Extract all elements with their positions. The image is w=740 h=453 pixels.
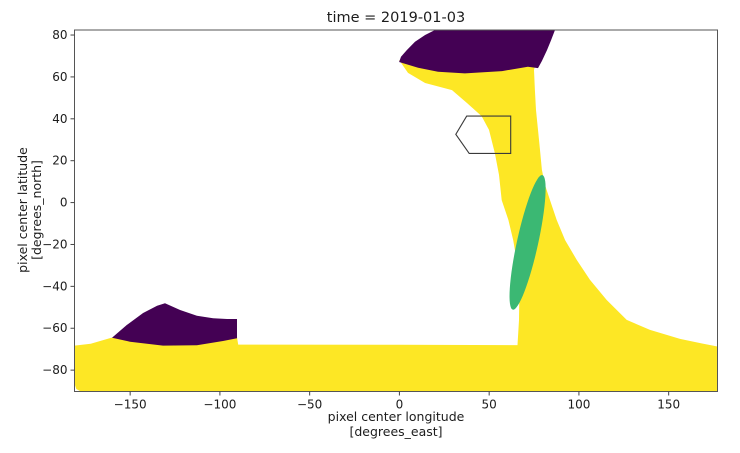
y-tick-label: −60: [42, 321, 67, 335]
x-tick-label: 50: [482, 398, 497, 412]
plot-title: time = 2019-01-03: [327, 10, 465, 26]
pentagon-outline: [455, 115, 512, 154]
y-tick-label: 20: [52, 154, 67, 168]
x-axis-ticks: −150 −100 −50 0 50 100 150: [114, 391, 680, 412]
y-axis-ticks: 80 60 40 20 0 −20 −40 −60 −80: [42, 28, 75, 377]
x-tick-label: −50: [297, 398, 322, 412]
region-meridional-yellow-band: [399, 60, 718, 392]
region-north-purple-cap: [399, 30, 555, 74]
x-tick-label: 0: [396, 398, 404, 412]
axes-frame: [74, 29, 718, 392]
x-tick-label: 100: [567, 398, 590, 412]
x-tick-label: −100: [203, 398, 236, 412]
y-axis-label: pixel center latitude [degrees_north]: [15, 147, 44, 273]
y-tick-label: −80: [42, 363, 67, 377]
y-tick-label: 60: [52, 70, 67, 84]
region-south-purple-blob: [112, 303, 237, 346]
y-axis-label-line1: pixel center latitude: [15, 147, 30, 273]
y-axis-label-line2: [degrees_north]: [29, 160, 44, 260]
x-axis-label-line1: pixel center longitude: [328, 409, 465, 424]
y-tick-label: 0: [60, 196, 68, 210]
y-tick-label: −40: [42, 279, 67, 293]
y-tick-label: 40: [52, 112, 67, 126]
x-axis-label-line2: [degrees_east]: [349, 424, 442, 439]
y-tick-label: −20: [42, 237, 67, 251]
x-tick-label: −150: [114, 398, 147, 412]
x-tick-label: 150: [657, 398, 680, 412]
y-tick-label: 80: [52, 28, 67, 42]
field-regions: [74, 30, 718, 392]
region-green-ellipse: [509, 175, 546, 310]
